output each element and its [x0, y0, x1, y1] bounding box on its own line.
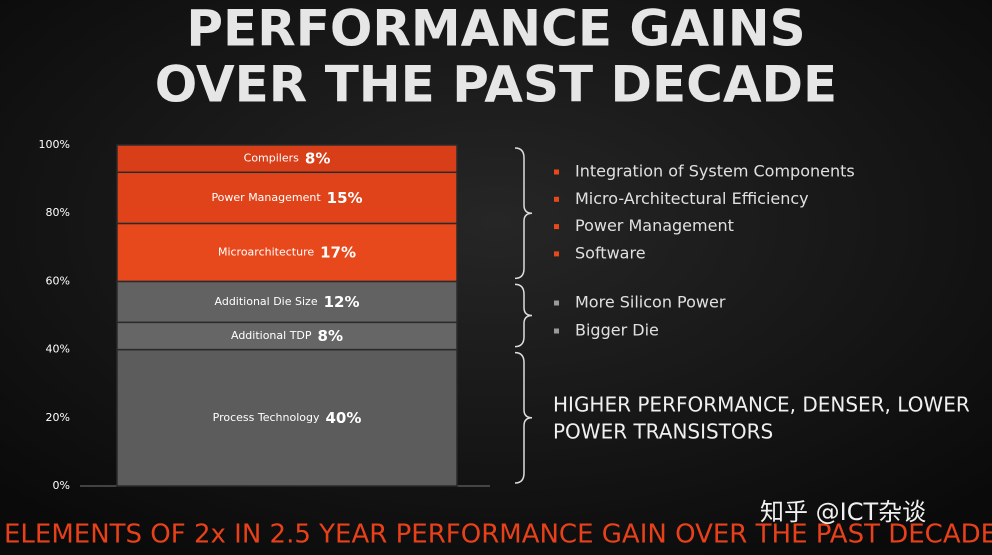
- segment-value: 15%: [327, 188, 363, 206]
- segment-label: Process Technology 40%: [213, 408, 362, 426]
- segment-name: Microarchitecture: [218, 245, 314, 258]
- bullet-text: Integration of System Components: [575, 162, 855, 181]
- segment-name: Additional Die Size: [215, 295, 318, 308]
- brace: [514, 283, 533, 348]
- bullet-text: Software: [575, 243, 646, 262]
- y-tick-label: 0%: [53, 479, 70, 492]
- bullet-marker: [554, 300, 559, 306]
- segment-value: 8%: [318, 326, 343, 344]
- segment-name: Power Management: [211, 191, 321, 204]
- group-caption: POWER TRANSISTORS: [553, 420, 773, 444]
- segment-value: 12%: [324, 292, 360, 310]
- segment-value: 17%: [320, 243, 356, 261]
- bullet-marker: [554, 251, 559, 257]
- bar-segment: [116, 222, 458, 283]
- bullet-marker: [554, 169, 559, 175]
- bullet-text: Micro-Architectural Efficiency: [575, 189, 809, 208]
- segment-name: Process Technology: [213, 411, 320, 424]
- watermark: 知乎 @ICT杂谈: [760, 498, 926, 526]
- bar-segment: [116, 280, 458, 324]
- bullet-text: More Silicon Power: [575, 293, 726, 312]
- bar-segment: [116, 348, 458, 487]
- bullet-text: Power Management: [575, 216, 734, 235]
- segment-value: 8%: [305, 149, 330, 167]
- segment-name: Compilers: [244, 152, 300, 165]
- segment-label: Power Management 15%: [211, 188, 362, 206]
- segment-value: 40%: [325, 408, 361, 426]
- y-tick-label: 40%: [46, 343, 70, 356]
- segment-label: Microarchitecture 17%: [218, 243, 356, 261]
- bullet-marker: [554, 196, 559, 202]
- segment-name: Additional TDP: [231, 329, 312, 342]
- segment-label: Additional TDP 8%: [231, 326, 343, 344]
- footnote: ELEMENTS OF 2x IN 2.5 YEAR PERFORMANCE G…: [4, 520, 992, 550]
- y-tick-label: 80%: [46, 206, 70, 219]
- title-line: OVER THE PAST DECADE: [155, 56, 837, 114]
- brace: [514, 147, 533, 280]
- bar-segment: [116, 321, 458, 351]
- brace: [514, 351, 533, 484]
- segment-label: Additional Die Size 12%: [215, 292, 360, 310]
- group-caption: HIGHER PERFORMANCE, DENSER, LOWER: [553, 393, 970, 417]
- y-tick-label: 100%: [39, 138, 70, 151]
- y-tick-label: 60%: [46, 274, 70, 287]
- title-line: PERFORMANCE GAINS: [186, 0, 805, 58]
- bullet-marker: [554, 328, 559, 334]
- segment-label: Compilers 8%: [244, 149, 331, 167]
- bar-segment: [116, 171, 458, 225]
- bullet-text: Bigger Die: [575, 321, 659, 340]
- bullet-marker: [554, 224, 559, 230]
- y-tick-label: 20%: [46, 411, 70, 424]
- bar-segment: [116, 144, 458, 174]
